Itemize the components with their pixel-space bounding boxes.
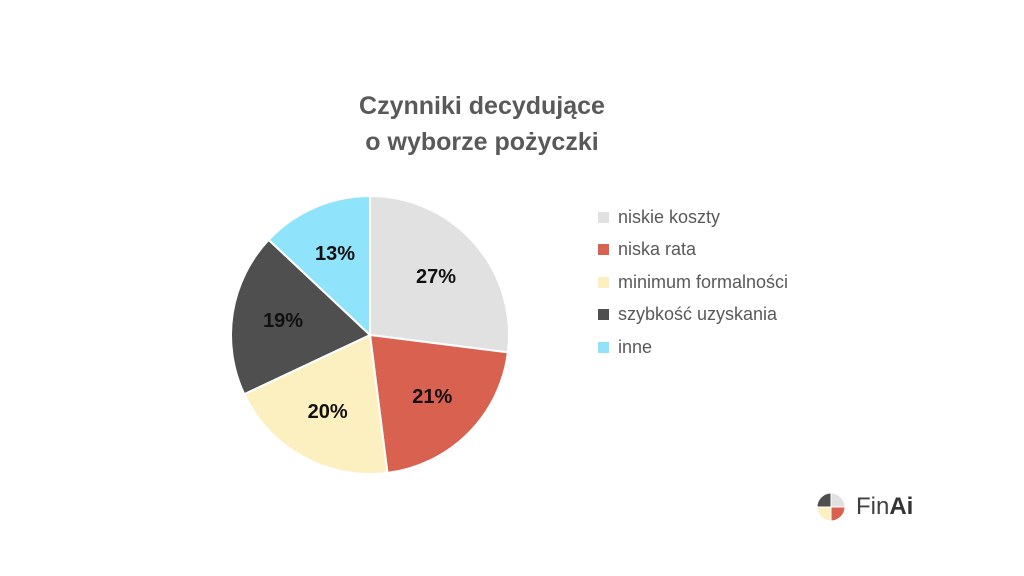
legend-swatch <box>598 276 609 288</box>
slice-value-label-1: 27% <box>416 266 456 288</box>
legend-swatch <box>598 341 609 353</box>
logo-text-ai: Ai <box>889 493 914 520</box>
legend-item: szybkość uzyskania <box>598 299 788 332</box>
legend-label: niskie koszty <box>618 206 721 227</box>
chart-title: Czynniki decydujące o wyborze pożyczki <box>282 88 682 160</box>
logo-slice <box>830 492 846 508</box>
legend-label: niska rata <box>618 239 697 260</box>
pie-slice-3 <box>242 333 389 475</box>
finai-logo: FinAi <box>816 492 913 522</box>
chart-title-line-1: Czynniki decydujące <box>359 92 605 120</box>
logo-slice <box>816 492 832 508</box>
legend-swatch <box>598 211 609 223</box>
logo-slice <box>816 506 832 522</box>
slice-value-label-2: 21% <box>412 386 452 408</box>
legend-label: minimum formalności <box>618 271 789 292</box>
legend-label: szybkość uzyskania <box>618 304 778 325</box>
chart-title-line-2: o wyborze pożyczki <box>365 128 599 156</box>
legend-item: niska rata <box>598 234 788 267</box>
pie-slice-1 <box>369 194 510 354</box>
pie-slice-2 <box>368 333 510 475</box>
slice-value-label-4: 19% <box>263 310 303 332</box>
legend-item: minimum formalności <box>598 266 788 299</box>
pie-logo-icon <box>816 492 846 522</box>
slice-value-label-5: 13% <box>315 243 355 265</box>
logo-text-fin: Fin <box>856 493 890 520</box>
logo-text: FinAi <box>856 493 913 521</box>
chart-legend: niskie koszty niska rata minimum formalnoś… <box>598 201 788 364</box>
legend-label: inne <box>618 336 653 357</box>
legend-swatch <box>598 309 609 321</box>
pie-slice-5 <box>267 194 371 338</box>
legend-item: inne <box>598 331 788 364</box>
slice-value-label-3: 20% <box>308 401 348 423</box>
legend-swatch <box>598 244 609 256</box>
logo-slice <box>830 506 846 522</box>
legend-item: niskie koszty <box>598 201 788 234</box>
pie-slice-4 <box>230 238 372 396</box>
